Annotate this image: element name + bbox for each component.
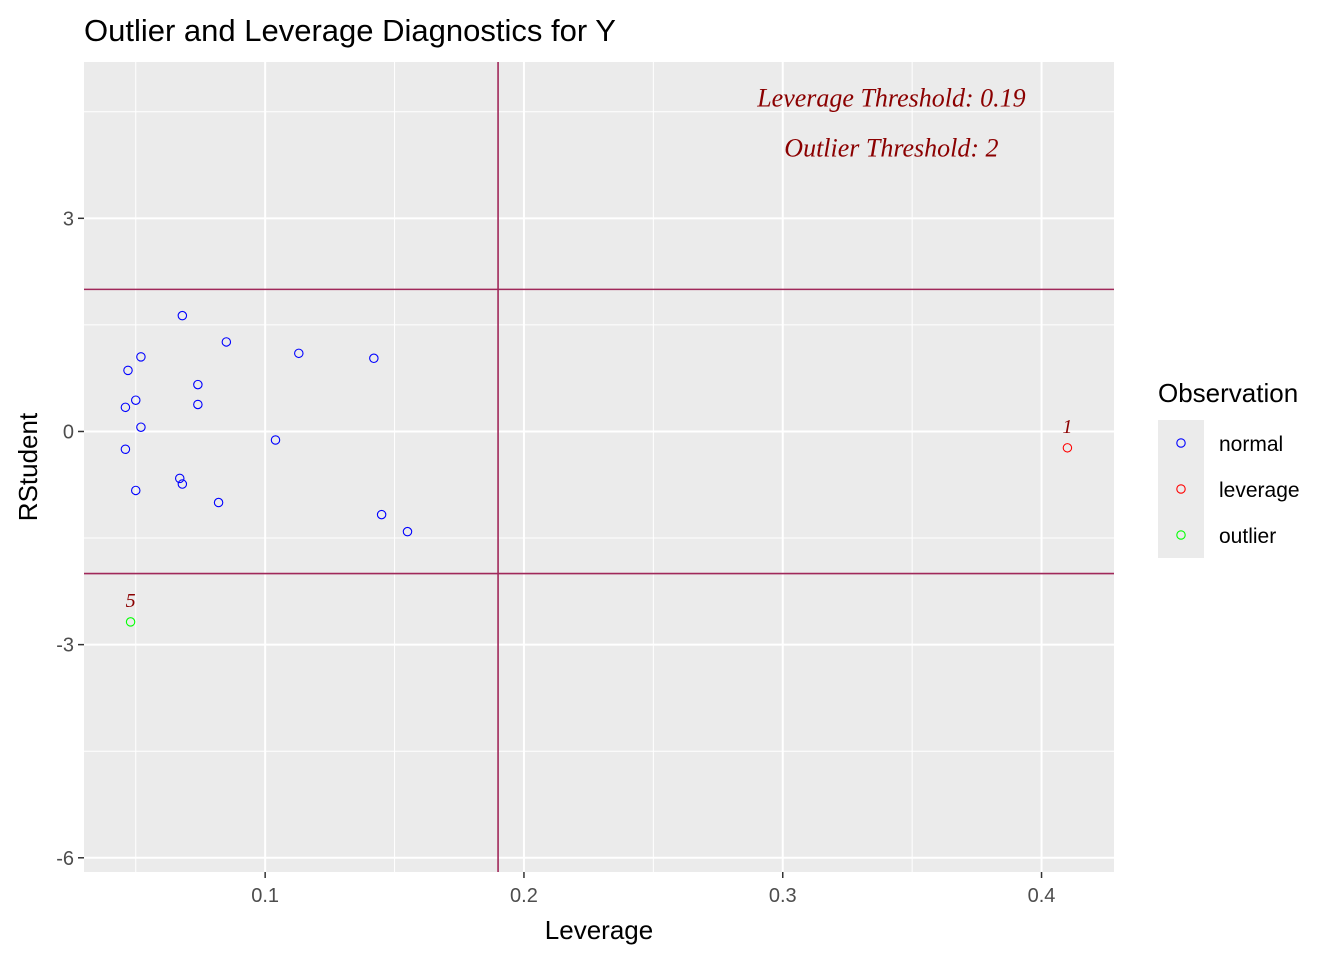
y-axis-title: RStudent	[13, 412, 43, 521]
y-tick-label: -3	[56, 635, 74, 657]
major-grid	[84, 62, 1114, 872]
y-tick-label: 3	[63, 208, 74, 230]
normal-point	[136, 422, 146, 432]
legend-symbol-outlier	[1176, 530, 1186, 540]
legend-symbol-leverage	[1176, 484, 1186, 494]
normal-point	[402, 526, 413, 537]
y-tick-label: 0	[63, 421, 74, 443]
normal-point	[136, 352, 146, 362]
normal-point	[177, 479, 188, 489]
data-points	[120, 310, 1073, 627]
legend: Observation normal leverage outlier	[1158, 378, 1300, 558]
normal-point	[376, 509, 387, 520]
legend-label-normal: normal	[1219, 433, 1283, 456]
normal-point	[221, 337, 232, 347]
outlier-point	[125, 617, 136, 627]
normal-point	[123, 365, 133, 376]
x-tick-label: 0.2	[510, 885, 538, 907]
normal-point	[213, 497, 224, 508]
chart-title: Outlier and Leverage Diagnostics for Y	[84, 13, 616, 48]
normal-point	[120, 402, 131, 413]
x-tick-label: 0.3	[769, 885, 797, 907]
normal-point	[294, 348, 304, 359]
legend-key-outlier	[1158, 512, 1204, 558]
normal-point	[177, 310, 188, 321]
threshold-annotation: Outlier Threshold: 2	[784, 133, 998, 162]
x-tick-label: 0.4	[1028, 885, 1056, 907]
threshold-annotation: Leverage Threshold: 0.19	[756, 84, 1025, 113]
legend-key-leverage	[1158, 466, 1204, 512]
x-tick-label: 0.1	[251, 885, 279, 907]
legend-label-leverage: leverage	[1219, 479, 1300, 502]
normal-point	[193, 399, 203, 410]
legend-title: Observation	[1158, 378, 1298, 408]
legend-key-normal	[1158, 420, 1204, 466]
x-axis-title: Leverage	[545, 915, 653, 945]
normal-point	[120, 444, 131, 454]
legend-symbol-normal	[1176, 438, 1186, 448]
normal-point	[193, 379, 203, 390]
leverage-point	[1062, 443, 1073, 453]
threshold-lines	[84, 62, 1114, 872]
y-tick-label: -6	[56, 848, 74, 870]
normal-point	[131, 485, 141, 496]
point-label: 1	[1062, 416, 1072, 438]
normal-point	[369, 353, 379, 364]
minor-grid	[84, 62, 1114, 872]
point-label: 5	[126, 590, 136, 612]
threshold-annotations: Leverage Threshold: 0.19 Outlier Threshol…	[756, 84, 1025, 163]
normal-point	[270, 435, 281, 445]
normal-point	[131, 395, 141, 405]
x-axis-ticks: 0.1 0.2 0.3 0.4	[251, 872, 1055, 907]
plot-panel	[84, 62, 1114, 872]
legend-label-outlier: outlier	[1219, 525, 1276, 548]
point-labels: 15	[126, 416, 1073, 612]
normal-point	[175, 473, 185, 484]
y-axis-ticks: 3 0 -3 -6	[56, 208, 84, 870]
